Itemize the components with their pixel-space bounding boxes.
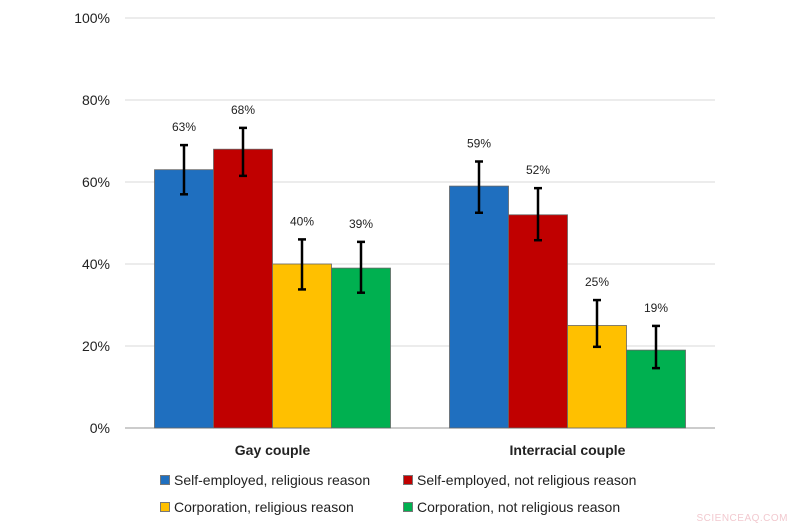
legend-item-corporation-religious: Corporation, religious reason	[160, 499, 354, 515]
bar	[331, 267, 391, 429]
bar	[213, 148, 273, 429]
data-label: 19%	[644, 301, 668, 315]
bar	[508, 214, 568, 429]
legend-item-self-employed-not-religious: Self-employed, not religious reason	[403, 472, 636, 488]
data-label: 40%	[290, 214, 314, 228]
y-tick-label: 60%	[82, 174, 110, 190]
y-tick-label: 100%	[74, 10, 110, 26]
legend-label: Self-employed, religious reason	[174, 472, 371, 488]
y-tick-label: 20%	[82, 338, 110, 354]
watermark: SCIENCEAQ.COM	[696, 513, 788, 524]
legend-label: Corporation, not religious reason	[417, 499, 621, 515]
x-category-label: Interracial couple	[510, 442, 626, 458]
y-tick-label: 80%	[82, 92, 110, 108]
y-tick-label: 0%	[90, 420, 110, 436]
bar	[154, 169, 214, 429]
legend-swatch	[160, 502, 170, 512]
data-label: 39%	[349, 217, 373, 231]
data-label: 52%	[526, 163, 550, 177]
legend-item-self-employed-religious: Self-employed, religious reason	[160, 472, 370, 488]
legend-label: Self-employed, not religious reason	[417, 472, 637, 488]
legend-swatch	[403, 475, 413, 485]
y-tick-label: 40%	[82, 256, 110, 272]
legend-swatch	[160, 475, 170, 485]
x-category-label: Gay couple	[235, 442, 311, 458]
legend-label: Corporation, religious reason	[174, 499, 354, 515]
bar-chart: 0% 20% 40% 60% 80% 100% Gay couple 63% 68% 40% 39%…	[74, 10, 715, 458]
data-label: 63%	[172, 120, 196, 134]
data-label: 25%	[585, 275, 609, 289]
legend-swatch	[403, 502, 413, 512]
data-label: 68%	[231, 103, 255, 117]
bar	[272, 263, 332, 429]
data-label: 59%	[467, 137, 491, 151]
bar	[449, 185, 509, 429]
legend-item-corporation-not-religious: Corporation, not religious reason	[403, 499, 620, 515]
